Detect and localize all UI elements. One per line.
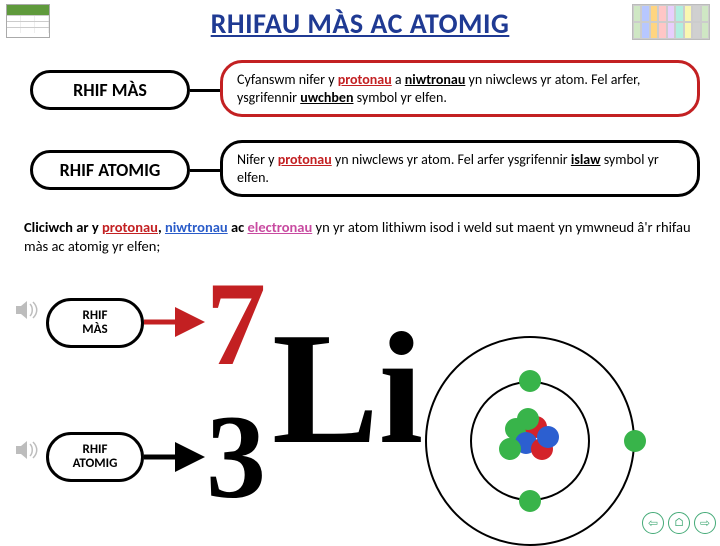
mass-number-definition: Cyfanswm nifer y protonau a niwtronau yn… xyxy=(220,60,700,117)
page-title: RHIFAU MÀS AC ATOMIG xyxy=(0,0,720,41)
nucleon[interactable] xyxy=(517,408,539,430)
nucleon[interactable] xyxy=(537,426,559,448)
table-icon xyxy=(6,4,50,38)
prev-button[interactable]: ⇦ xyxy=(642,512,664,534)
periodic-table-icon xyxy=(632,4,710,40)
mass-small-label: RHIFMÀS xyxy=(46,298,144,348)
atomic-small-label: RHIFATOMIG xyxy=(46,432,144,482)
electron[interactable] xyxy=(519,370,541,392)
next-button[interactable]: ⇨ xyxy=(694,512,716,534)
speaker-icon[interactable] xyxy=(14,300,38,320)
element-symbol: Li xyxy=(272,296,423,481)
mass-number-label: RHIF MÀS xyxy=(30,70,190,110)
home-button[interactable]: ⌂ xyxy=(668,512,690,534)
connector xyxy=(190,169,220,172)
speaker-icon[interactable] xyxy=(14,440,38,460)
electron[interactable] xyxy=(624,430,646,452)
atomic-number-label: RHIF ATOMIG xyxy=(30,150,190,190)
electron[interactable] xyxy=(519,490,541,512)
instruction-text: Cliciwch ar y protonau, niwtronau ac ele… xyxy=(24,218,696,256)
connector xyxy=(190,89,220,92)
mass-number-value: 7 xyxy=(206,255,266,393)
atomic-number-definition: Nifer y protonau yn niwclews yr atom. Fe… xyxy=(220,140,700,197)
atomic-number-value: 3 xyxy=(206,388,266,526)
nucleon[interactable] xyxy=(499,438,521,460)
